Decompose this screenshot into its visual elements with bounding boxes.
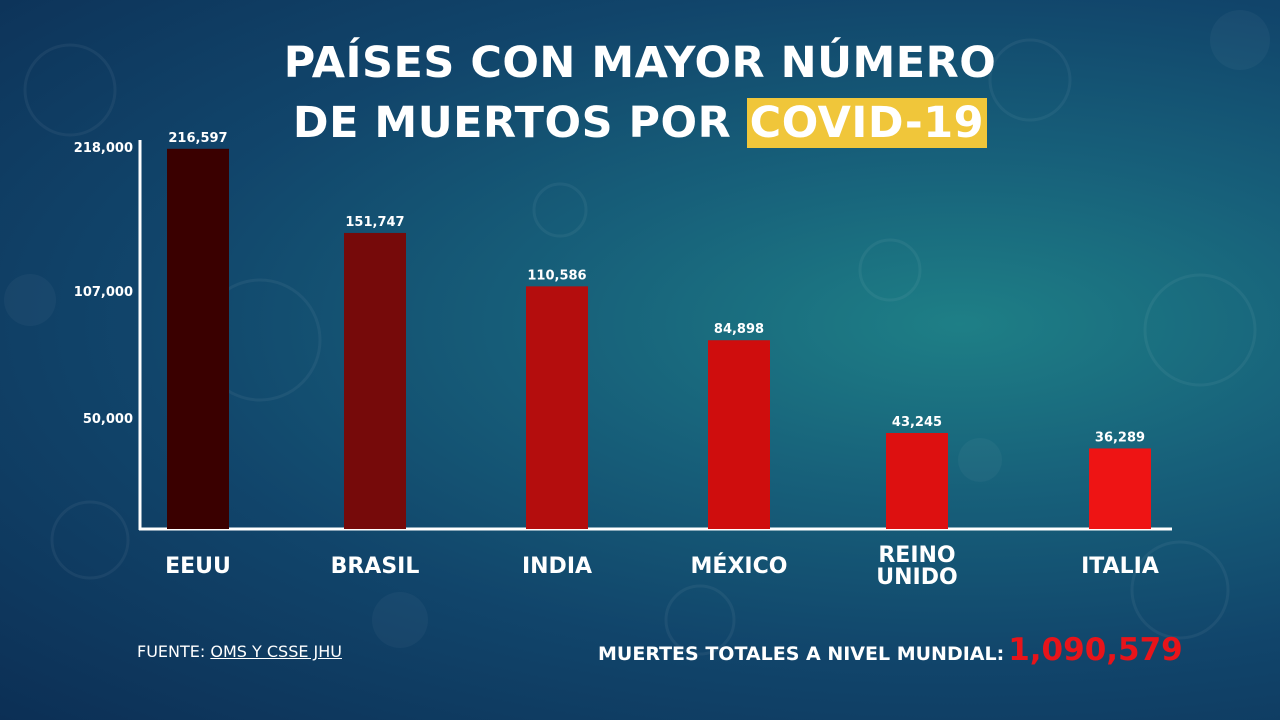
source-credit: FUENTE: OMS Y CSSE JHU	[137, 642, 342, 661]
total-deaths-label: MUERTES TOTALES A NIVEL MUNDIAL:	[598, 643, 1005, 665]
bar	[886, 432, 948, 529]
chart-title-line-2-prefix: DE MUERTOS POR	[292, 98, 747, 148]
chart-title-line-2: DE MUERTOS POR COVID-19	[0, 98, 1280, 148]
x-category-label: EEUU	[165, 554, 231, 579]
bar	[526, 286, 588, 529]
y-tick-label: 50,000	[83, 412, 133, 427]
source-prefix: FUENTE:	[137, 642, 211, 661]
bar-value-label: 151,747	[345, 215, 404, 230]
bar	[167, 148, 229, 529]
y-tick-label: 218,000	[74, 141, 133, 156]
source-link[interactable]: OMS Y CSSE JHU	[210, 642, 342, 661]
x-category-label: MÉXICO	[690, 554, 788, 579]
y-tick-label: 107,000	[74, 285, 133, 300]
bar-value-label: 216,597	[168, 131, 227, 146]
bar-value-label: 36,289	[1095, 430, 1145, 445]
bar	[344, 232, 406, 530]
bar	[1089, 448, 1151, 529]
bar	[708, 340, 770, 529]
total-deaths-value: 1,090,579	[1008, 632, 1183, 668]
x-category-label: ITALIA	[1081, 554, 1159, 579]
x-category-label: INDIA	[521, 554, 593, 579]
x-category-label: REINO UNIDO	[876, 543, 958, 590]
chart-title-line-1: PAÍSES CON MAYOR NÚMERO	[283, 38, 997, 88]
bar-value-label: 43,245	[892, 415, 942, 430]
x-category-label: BRASIL	[330, 554, 420, 579]
bar-value-label: 84,898	[714, 322, 764, 337]
bar-value-label: 110,586	[527, 268, 586, 283]
global-total-deaths: MUERTES TOTALES A NIVEL MUNDIAL: 1,090,57…	[598, 632, 1183, 668]
chart-title-highlight: COVID-19	[746, 98, 988, 148]
